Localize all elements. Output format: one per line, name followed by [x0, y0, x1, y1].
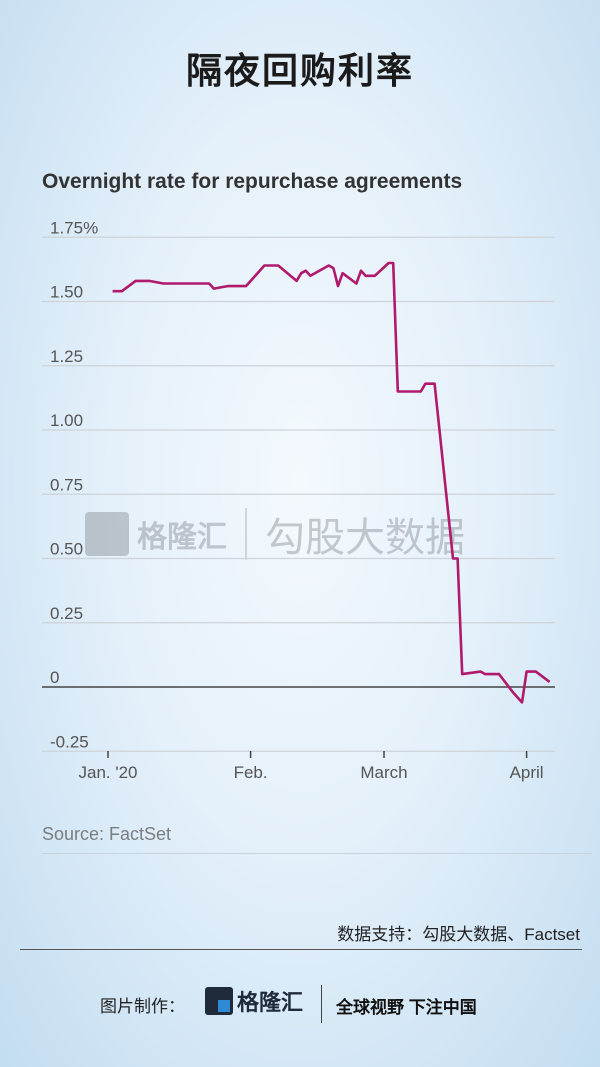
divider	[321, 985, 322, 1023]
series-line	[112, 261, 551, 704]
watermark-divider	[245, 508, 247, 560]
divider	[42, 853, 592, 854]
x-tick-label: March	[360, 763, 407, 782]
y-tick-label: 1.50	[50, 283, 83, 302]
y-tick-label: 0.50	[50, 540, 83, 559]
x-tick-label: April	[510, 763, 544, 782]
y-tick-label: 0.25	[50, 604, 83, 623]
y-tick-label: 1.75%	[50, 218, 98, 237]
data-credit: 数据支持：勾股大数据、Factset	[337, 925, 580, 944]
y-tick-label: -0.25	[50, 732, 89, 751]
gelonghui-logo-icon	[85, 512, 129, 556]
watermark-brand: 格隆汇	[137, 521, 227, 554]
watermark: 格隆汇 勾股大数据	[85, 505, 465, 563]
watermark-text: 勾股大数据	[265, 516, 465, 560]
page-title: 隔夜回购利率	[185, 50, 414, 91]
chart-source: Source: FactSet	[42, 824, 172, 844]
gelonghui-logo-icon	[205, 987, 233, 1015]
logo-name: 格隆汇	[237, 990, 304, 1015]
x-tick-label: Jan. '20	[78, 763, 137, 782]
y-tick-label: 0	[50, 668, 59, 687]
x-tick-label: Feb.	[234, 763, 268, 782]
y-tick-label: 0.75	[50, 475, 83, 494]
footer-logo: 格隆汇	[205, 985, 303, 1017]
y-tick-label: 1.25	[50, 347, 83, 366]
chart-title: Overnight rate for repurchase agreements	[42, 170, 463, 193]
maker-label: 图片制作：	[100, 997, 185, 1016]
slogan: 全球视野 下注中国	[336, 998, 477, 1017]
y-tick-label: 1.00	[50, 411, 83, 430]
divider	[20, 949, 582, 950]
